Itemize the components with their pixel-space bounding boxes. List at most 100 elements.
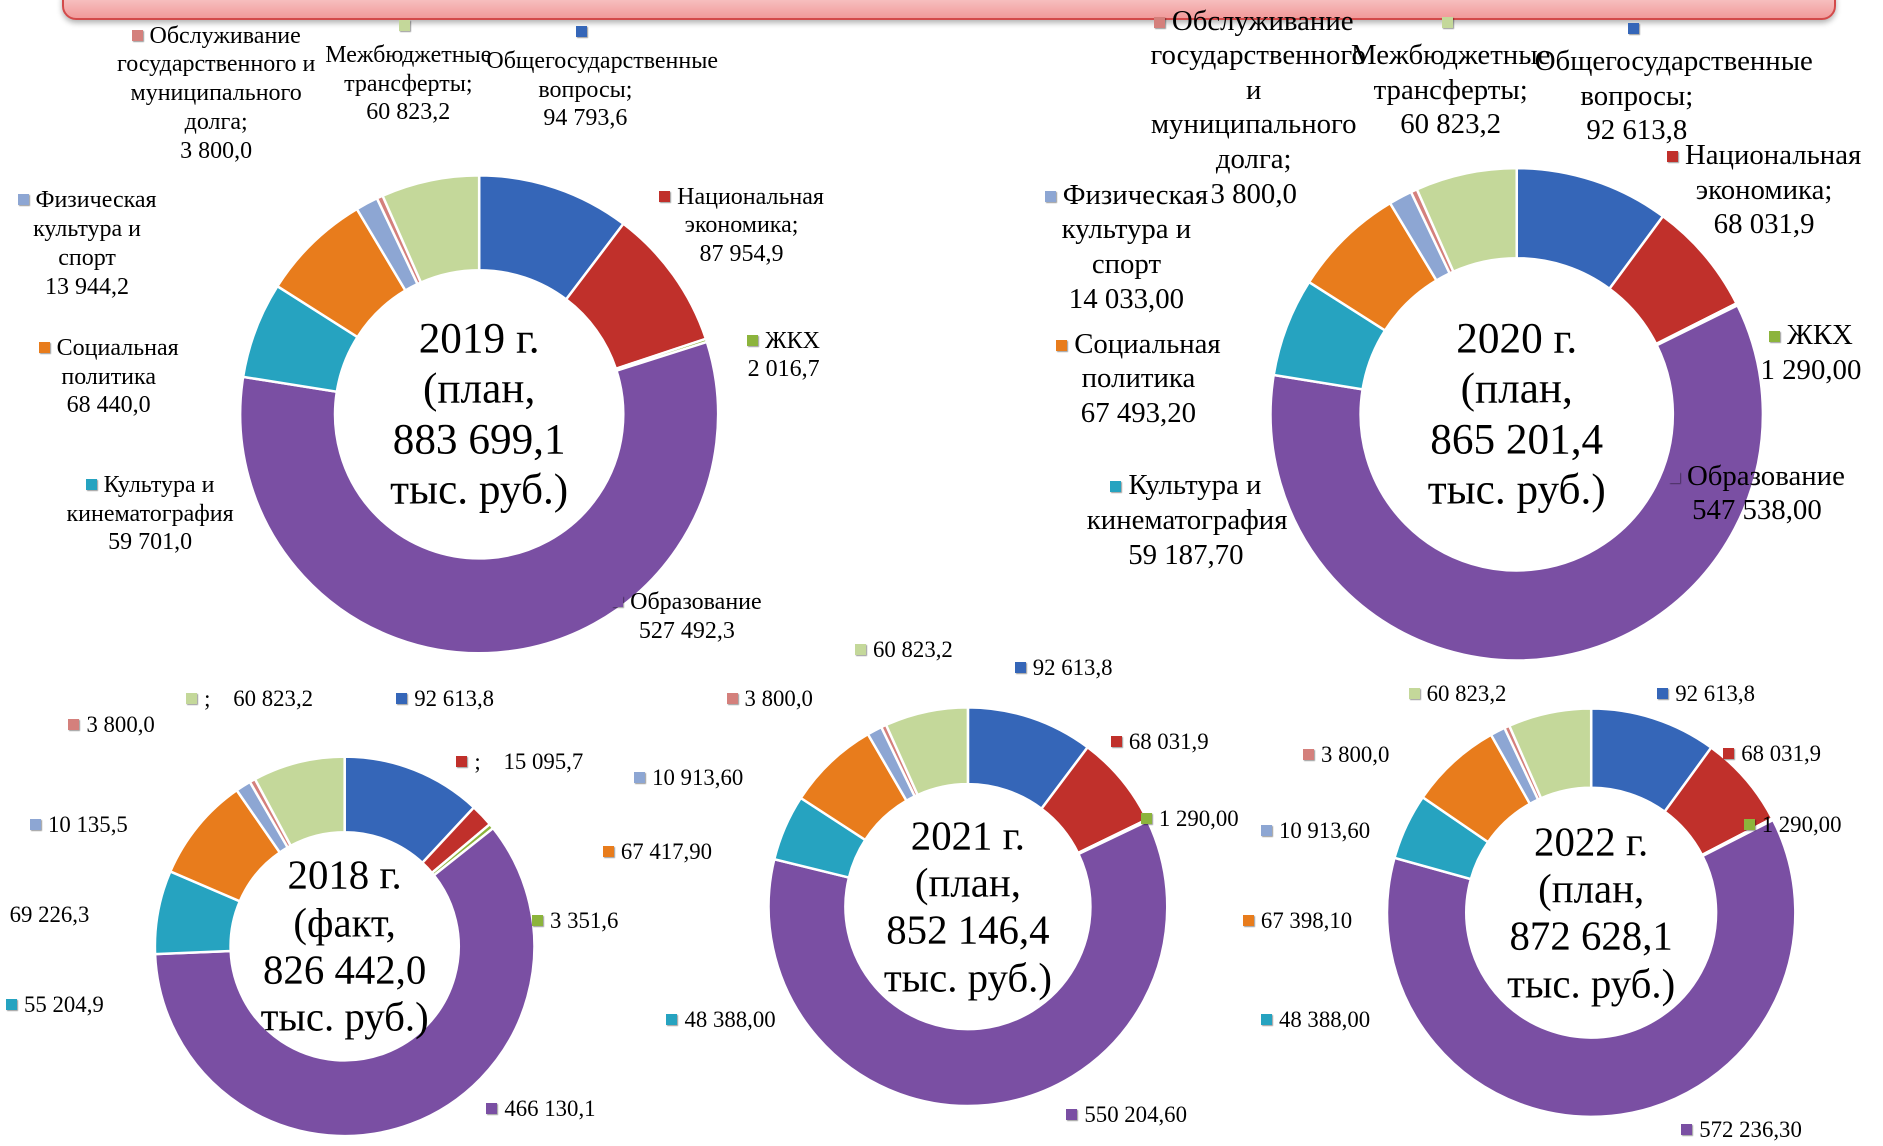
donut-slice <box>380 174 481 285</box>
value-label: 550 204,60 <box>1084 1102 1187 1128</box>
legend-marker <box>634 771 646 783</box>
slice-label: 466 130,1 <box>486 1095 596 1122</box>
legend-marker <box>186 692 198 704</box>
legend-marker <box>30 818 42 830</box>
legend-marker <box>1441 16 1453 28</box>
legend-marker <box>1723 747 1735 759</box>
category-name: Национальная экономика; <box>677 183 824 239</box>
value-label: 3 800,0 <box>86 711 155 737</box>
slice-label: Межбюджетные трансферты; 60 823,2 <box>1349 4 1553 142</box>
value-label: ; 60 823,2 <box>204 685 314 711</box>
slice-label: 572 236,30 <box>1681 1116 1802 1143</box>
category-name: Обслуживание государственного и муниципа… <box>1150 4 1366 175</box>
value-label: 572 236,30 <box>1699 1116 1802 1142</box>
slice-label: Физическая культура и спорт 14 033,00 <box>1024 178 1228 316</box>
legend-marker <box>1681 1123 1693 1135</box>
legend-marker <box>1153 16 1165 28</box>
value-label: 13 944,2 <box>45 273 130 300</box>
slice-label: 48 388,00 <box>666 1006 776 1033</box>
slice-label: 1 290,00 <box>1140 805 1239 832</box>
value-label: 466 130,1 <box>504 1096 596 1122</box>
donut-slice <box>1269 303 1765 662</box>
value-label: 55 204,9 <box>24 991 104 1017</box>
legend-marker <box>68 718 80 730</box>
slice-label: 55 204,9 <box>6 991 104 1018</box>
category-name: Культура и кинематография <box>66 471 234 527</box>
value-label: 68 031,9 <box>1713 208 1815 241</box>
center-title-line: (план, <box>1460 365 1573 414</box>
slice-label: 92 613,8 <box>1014 654 1113 681</box>
slice-label: 69 226,3 <box>10 901 90 928</box>
donut-slice <box>1385 818 1797 1119</box>
slice-label: 1 290,00 <box>1743 811 1841 838</box>
value-label: 60 823,2 <box>366 99 451 126</box>
value-label: 92 613,8 <box>414 685 495 711</box>
value-label: 10 913,60 <box>1278 817 1371 843</box>
value-label: 14 033,00 <box>1068 282 1185 315</box>
category-name: Физическая культура и спорт <box>33 187 157 271</box>
legend-marker <box>666 1014 678 1026</box>
legend-marker <box>38 341 50 353</box>
slice-label: 92 613,8 <box>396 685 494 712</box>
slice-label: Социальная политика 67 493,20 <box>1036 327 1240 431</box>
legend-marker <box>396 692 408 704</box>
legend-marker <box>1044 190 1056 202</box>
center-title-line: тыс. руб.) <box>390 465 569 514</box>
legend-marker <box>1408 687 1420 699</box>
value-label: 92 613,8 <box>1586 114 1688 147</box>
legend-marker <box>659 190 671 202</box>
category-name: Образование <box>630 589 762 616</box>
center-title-line: (план, <box>914 860 1021 906</box>
value-label: 68 031,9 <box>1741 740 1822 766</box>
center-title: 2019 г. (план, 883 699,1 тыс. руб.) <box>390 314 568 515</box>
center-title: 2022 г. (план, 872 628,1 тыс. руб.) <box>1507 818 1675 1007</box>
center-title: 2021 г. (план, 852 146,4 тыс. руб.) <box>884 812 1052 1001</box>
center-title-line: 872 628,1 <box>1509 913 1673 959</box>
slice-label: Культура и кинематография 59 701,0 <box>60 471 240 557</box>
category-name: ЖКХ <box>765 327 820 354</box>
category-name: Социальная политика <box>1074 327 1221 395</box>
category-name: Межбюджетные трансферты; <box>325 41 492 97</box>
legend-marker <box>1242 914 1254 926</box>
donut-slice <box>153 826 536 1138</box>
slice-label: 68 031,9 <box>1110 728 1209 755</box>
slice-label: Культура и кинематография 59 187,70 <box>1087 468 1288 572</box>
donut-slice <box>238 340 720 655</box>
category-name: Обслуживание государственного и муниципа… <box>117 22 316 136</box>
legend-marker <box>486 1103 498 1115</box>
center-title-line: тыс. руб.) <box>1507 961 1676 1007</box>
donut-slice <box>1507 707 1593 800</box>
slice-label: Социальная политика 68 440,0 <box>22 334 196 420</box>
category-name: Национальная экономика; <box>1684 139 1862 206</box>
legend-marker <box>602 846 614 858</box>
legend-marker <box>456 756 468 768</box>
legend-marker <box>612 596 624 608</box>
center-title-line: тыс. руб.) <box>883 955 1052 1001</box>
slice-label: ЖКХ 2 016,7 <box>727 327 841 385</box>
center-title-line: (факт, <box>293 899 396 945</box>
legend-marker <box>1110 735 1122 747</box>
slice-label: 48 388,00 <box>1260 1006 1370 1033</box>
center-title: 2020 г. (план, 865 201,4 тыс. руб.) <box>1428 314 1606 515</box>
donut-slice <box>767 819 1169 1108</box>
value-label: 60 823,2 <box>1426 680 1507 706</box>
value-label: 2 016,7 <box>747 356 820 383</box>
value-label: 3 800,0 <box>1320 741 1390 767</box>
category-name: ЖКХ <box>1787 319 1853 352</box>
value-label: 48 388,00 <box>684 1007 776 1033</box>
category-name: Общегосударственные вопросы; <box>486 47 719 103</box>
slice-label: Обслуживание государственного и муниципа… <box>1150 4 1365 212</box>
slice-label: Общегосударственные вопросы; 94 793,6 <box>486 18 718 133</box>
legend-marker <box>855 644 867 656</box>
legend-marker <box>1302 748 1314 760</box>
category-name: Межбюджетные трансферты; <box>1350 39 1551 106</box>
legend-marker <box>1668 471 1680 483</box>
center-title-line: 826 442,0 <box>262 947 427 993</box>
slice-label: Межбюджетные трансферты; 60 823,2 <box>318 12 498 127</box>
value-label: 67 493,20 <box>1080 396 1197 429</box>
legend-marker <box>6 998 17 1010</box>
slice-label: 60 823,2 <box>1408 680 1507 707</box>
legend-marker <box>17 194 29 206</box>
slice-label: Национальная экономика; 68 031,9 <box>1661 138 1868 242</box>
